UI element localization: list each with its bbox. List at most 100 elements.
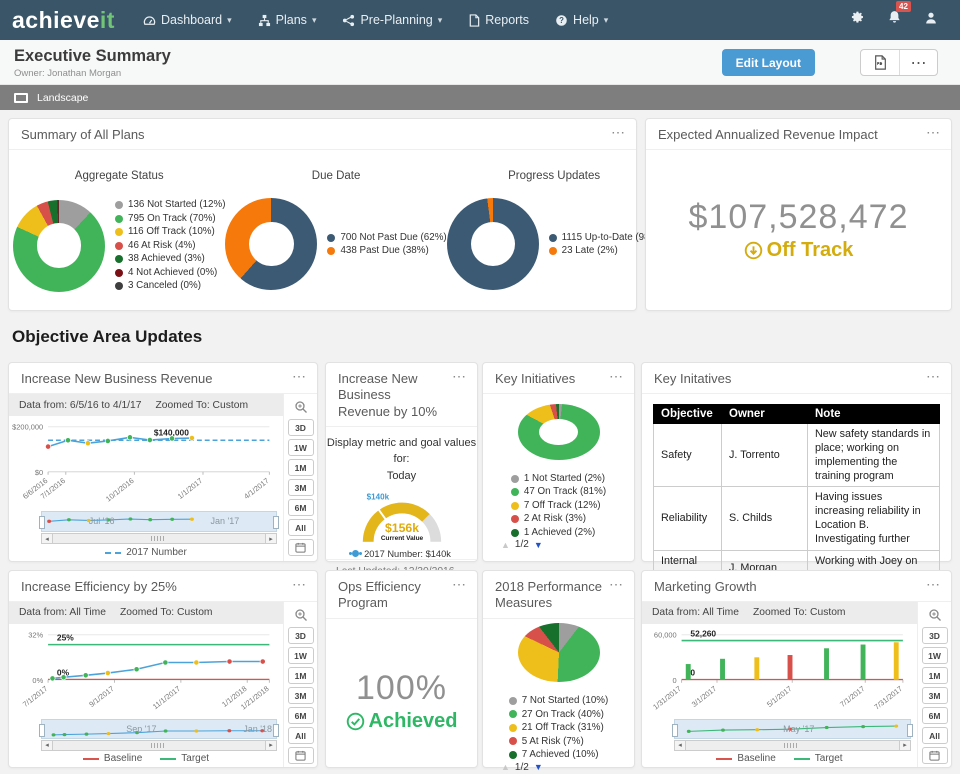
range-button-all[interactable]: All bbox=[921, 727, 948, 745]
app-logo[interactable]: achieveit bbox=[12, 7, 115, 34]
zoom-icon[interactable] bbox=[928, 606, 942, 624]
navigator-handle-right[interactable] bbox=[907, 723, 913, 737]
legend-item[interactable]: 46 At Risk (4%) bbox=[115, 239, 225, 253]
navigator-handle-right[interactable] bbox=[273, 516, 279, 530]
scrollbar-grip[interactable] bbox=[150, 743, 165, 749]
legend-item[interactable]: 795 On Track (70%) bbox=[115, 212, 225, 226]
panel-menu-button[interactable]: ⋯ bbox=[609, 368, 624, 384]
scroll-left-button[interactable]: ◂ bbox=[41, 740, 53, 751]
range-button-3d[interactable]: 3D bbox=[287, 419, 314, 437]
range-button-1w[interactable]: 1W bbox=[287, 439, 314, 457]
legend-item[interactable]: 116 Off Track (10%) bbox=[115, 225, 225, 239]
legend-item[interactable]: 7 Achieved (10%) bbox=[508, 748, 609, 762]
notifications-bell-icon[interactable]: 42 bbox=[887, 1, 911, 30]
nav-item-reports[interactable]: Reports bbox=[468, 13, 529, 27]
navigator-handle-left[interactable] bbox=[39, 516, 45, 530]
legend-item[interactable]: 5 At Risk (7%) bbox=[508, 735, 609, 749]
due-date-legend: 700 Not Past Due (62%) 438 Past Due (38%) bbox=[327, 231, 447, 258]
chart-navigator[interactable]: Jul '16 Jan '17 bbox=[39, 511, 279, 533]
user-icon[interactable] bbox=[924, 11, 938, 30]
zoom-icon[interactable] bbox=[294, 398, 308, 416]
more-options-button[interactable]: ⋯ bbox=[899, 50, 937, 75]
range-button-all[interactable]: All bbox=[287, 519, 314, 537]
legend-item[interactable]: 7 Off Track (12%) bbox=[510, 499, 606, 513]
scrollbar-grip[interactable] bbox=[783, 743, 798, 749]
scrollbar-track[interactable] bbox=[686, 740, 899, 751]
nav-item-dashboard[interactable]: Dashboard ▾ bbox=[143, 13, 232, 27]
legend-item[interactable]: 21 Off Track (31%) bbox=[508, 721, 609, 735]
navigator-handle-right[interactable] bbox=[273, 723, 279, 737]
legend-item[interactable]: 438 Past Due (38%) bbox=[327, 244, 446, 258]
panel-menu-button[interactable]: ⋯ bbox=[926, 576, 941, 592]
scroll-right-button[interactable]: ▸ bbox=[899, 740, 911, 751]
range-button-1m[interactable]: 1M bbox=[287, 667, 314, 685]
legend-item[interactable]: 23 Late (2%) bbox=[548, 244, 662, 258]
range-button-1m[interactable]: 1M bbox=[287, 459, 314, 477]
legend-item[interactable]: 1 Achieved (2%) bbox=[510, 526, 606, 540]
range-button-6m[interactable]: 6M bbox=[287, 707, 314, 725]
scroll-right-button[interactable]: ▸ bbox=[265, 740, 277, 751]
range-button-1w[interactable]: 1W bbox=[287, 647, 314, 665]
page-up-icon[interactable]: ▲ bbox=[501, 762, 510, 772]
nav-item-pre-planning[interactable]: Pre-Planning ▾ bbox=[342, 13, 442, 27]
page-down-icon[interactable]: ▼ bbox=[533, 762, 543, 772]
legend-item[interactable]: 7 Not Started (10%) bbox=[508, 694, 608, 708]
gear-icon[interactable] bbox=[851, 11, 865, 30]
calendar-icon[interactable] bbox=[287, 539, 314, 557]
legend-item[interactable]: 4 Not Achieved (0%) bbox=[115, 266, 225, 280]
legend-item[interactable]: Target bbox=[160, 753, 209, 764]
page-up-icon[interactable]: ▲ bbox=[501, 539, 510, 550]
legend-item[interactable]: 1 Not Started (2%) bbox=[510, 472, 606, 486]
legend-item[interactable]: 136 Not Started (12%) bbox=[115, 198, 225, 212]
legend-item[interactable]: 700 Not Past Due (62%) bbox=[327, 231, 447, 245]
zoom-icon[interactable] bbox=[294, 606, 308, 624]
panel-menu-button[interactable]: ⋯ bbox=[452, 368, 467, 384]
legend-item[interactable]: 27 On Track (40%) bbox=[508, 708, 609, 722]
nav-item-help[interactable]: ? Help ▾ bbox=[555, 13, 608, 27]
panel-menu-button[interactable]: ⋯ bbox=[926, 124, 941, 140]
range-button-3d[interactable]: 3D bbox=[287, 627, 314, 645]
legend-item[interactable]: 3 Canceled (0%) bbox=[115, 279, 225, 293]
chart-navigator[interactable]: Sep '17 Jan '18 bbox=[39, 718, 279, 740]
panel-menu-button[interactable]: ⋯ bbox=[292, 368, 307, 384]
panel-menu-button[interactable]: ⋯ bbox=[292, 576, 307, 592]
range-button-6m[interactable]: 6M bbox=[921, 707, 948, 725]
scroll-left-button[interactable]: ◂ bbox=[674, 740, 686, 751]
panel-menu-button[interactable]: ⋯ bbox=[926, 368, 941, 384]
scroll-right-button[interactable]: ▸ bbox=[265, 533, 277, 545]
chart-navigator[interactable]: May '17 bbox=[672, 718, 913, 740]
legend-item[interactable]: 2 At Risk (3%) bbox=[510, 512, 606, 526]
panel-menu-button[interactable]: ⋯ bbox=[452, 576, 467, 592]
range-button-6m[interactable]: 6M bbox=[287, 499, 314, 517]
range-button-1w[interactable]: 1W bbox=[921, 647, 948, 665]
panel-menu-button[interactable]: ⋯ bbox=[611, 124, 626, 140]
range-button-1m[interactable]: 1M bbox=[921, 667, 948, 685]
range-button-3d[interactable]: 3D bbox=[921, 627, 948, 645]
scrollbar-grip[interactable] bbox=[150, 536, 165, 542]
page-down-icon[interactable]: ▼ bbox=[533, 539, 543, 550]
range-button-3m[interactable]: 3M bbox=[921, 687, 948, 705]
landscape-checkbox-icon[interactable] bbox=[14, 92, 28, 103]
legend-item[interactable]: 2017 Number bbox=[105, 547, 187, 558]
legend-item[interactable]: Target bbox=[793, 753, 843, 764]
legend-item[interactable]: 1115 Up-to-Date (98%) bbox=[548, 231, 662, 245]
range-button-3m[interactable]: 3M bbox=[287, 687, 314, 705]
legend-item[interactable]: 47 On Track (81%) bbox=[510, 485, 606, 499]
legend-item[interactable]: Baseline bbox=[716, 753, 776, 764]
panel-menu-button[interactable]: ⋯ bbox=[609, 576, 624, 592]
range-button-all[interactable]: All bbox=[287, 727, 314, 745]
scrollbar-track[interactable] bbox=[53, 740, 265, 751]
page-indicator: 1/2 bbox=[514, 539, 529, 551]
nav-item-plans[interactable]: Plans ▾ bbox=[258, 13, 316, 27]
calendar-icon[interactable] bbox=[287, 747, 314, 765]
scroll-left-button[interactable]: ◂ bbox=[41, 533, 53, 545]
navigator-handle-left[interactable] bbox=[672, 723, 678, 737]
legend-item[interactable]: Baseline bbox=[82, 753, 142, 764]
export-pdf-button[interactable] bbox=[861, 50, 899, 75]
legend-item[interactable]: 38 Achieved (3%) bbox=[115, 252, 225, 266]
edit-layout-button[interactable]: Edit Layout bbox=[721, 49, 815, 76]
range-button-3m[interactable]: 3M bbox=[287, 479, 314, 497]
scrollbar-track[interactable] bbox=[53, 533, 265, 545]
calendar-icon[interactable] bbox=[921, 747, 948, 765]
navigator-handle-left[interactable] bbox=[39, 723, 45, 737]
